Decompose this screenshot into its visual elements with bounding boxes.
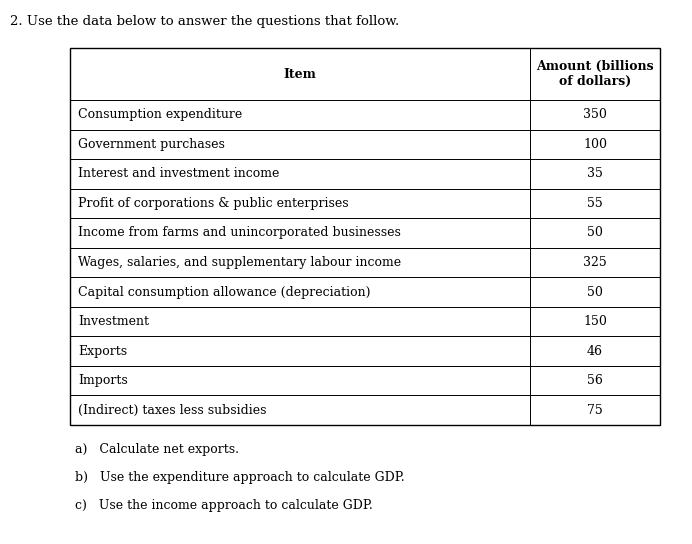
- Text: 2. Use the data below to answer the questions that follow.: 2. Use the data below to answer the ques…: [10, 15, 399, 28]
- Text: 325: 325: [583, 256, 607, 269]
- Text: Item: Item: [284, 67, 316, 81]
- Text: Interest and investment income: Interest and investment income: [78, 168, 280, 181]
- Text: 55: 55: [587, 197, 603, 210]
- Text: b)   Use the expenditure approach to calculate GDP.: b) Use the expenditure approach to calcu…: [75, 471, 405, 484]
- Text: a)   Calculate net exports.: a) Calculate net exports.: [75, 443, 239, 456]
- Text: Consumption expenditure: Consumption expenditure: [78, 108, 242, 121]
- Text: (Indirect) taxes less subsidies: (Indirect) taxes less subsidies: [78, 404, 266, 417]
- Text: Capital consumption allowance (depreciation): Capital consumption allowance (depreciat…: [78, 286, 370, 299]
- Text: Wages, salaries, and supplementary labour income: Wages, salaries, and supplementary labou…: [78, 256, 401, 269]
- Text: Imports: Imports: [78, 374, 128, 387]
- Text: 35: 35: [587, 168, 603, 181]
- Text: Income from farms and unincorporated businesses: Income from farms and unincorporated bus…: [78, 226, 401, 239]
- Text: 100: 100: [583, 138, 607, 151]
- Text: 50: 50: [587, 226, 603, 239]
- Text: Profit of corporations & public enterprises: Profit of corporations & public enterpri…: [78, 197, 349, 210]
- Text: 350: 350: [583, 108, 607, 121]
- Text: c)   Use the income approach to calculate GDP.: c) Use the income approach to calculate …: [75, 499, 373, 512]
- Text: Amount (billions
of dollars): Amount (billions of dollars): [536, 60, 654, 88]
- Text: 150: 150: [583, 315, 607, 328]
- Text: Exports: Exports: [78, 345, 127, 357]
- Text: 75: 75: [587, 404, 603, 417]
- Text: 56: 56: [587, 374, 603, 387]
- Text: Government purchases: Government purchases: [78, 138, 225, 151]
- Bar: [70, 48, 660, 425]
- Text: 50: 50: [587, 286, 603, 299]
- Text: 46: 46: [587, 345, 603, 357]
- Text: Investment: Investment: [78, 315, 149, 328]
